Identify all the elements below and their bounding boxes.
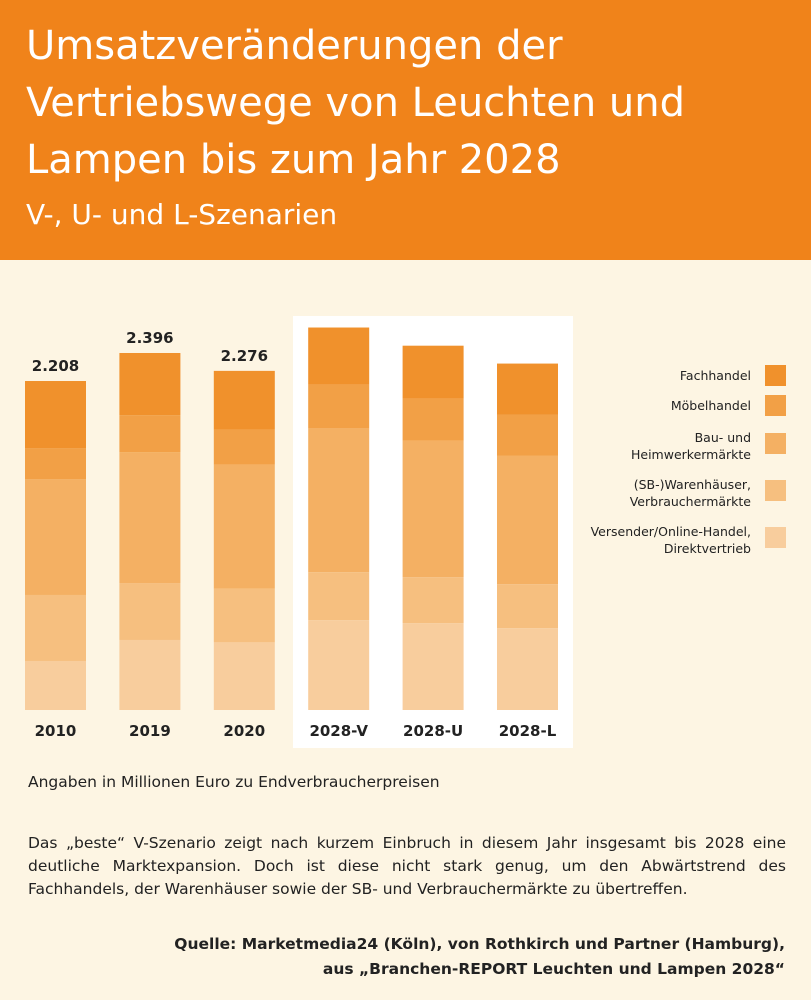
unit-note: Angaben in Millionen Euro zu Endverbrauc… [28,773,440,791]
header: Umsatzveränderungen der Vertriebswege vo… [0,0,811,260]
chart-title: Umsatzveränderungen der Vertriebswege vo… [26,23,685,183]
x-tick-label: 2028-U [403,722,463,740]
description: Das „beste“ V-Szenario zeigt nach kurzem… [28,834,786,898]
legend-swatch [765,433,786,454]
bar-segment [308,572,370,621]
chart-subtitle: V-, U- und L-Szenarien [26,198,338,231]
chart: 2.208 2010 2.396 2019 2.276 2020 2028-V 2028-U 2… [25,316,573,748]
bar-segment [25,448,86,480]
bar-segment [402,623,464,710]
bar-segment [213,429,275,465]
bar-segment [25,594,86,661]
bar-segment [119,639,181,710]
legend-label: Fachhandel [679,367,751,383]
x-tick-label: 2028-L [499,722,557,740]
bar-segment [308,327,370,385]
legend-label: Versender/Online-Handel, Direktvertrieb [590,524,751,556]
legend-swatch [765,527,786,548]
bar-segment [497,363,558,415]
bar-segment [402,577,464,624]
bar-segment [402,440,464,578]
legend-label: (SB-)Warenhäuser, Verbrauchermärkte [629,477,751,509]
bar-segment [119,415,181,453]
legend-label: Möbelhandel [670,397,751,413]
bar-segment [213,464,275,589]
bar-segment [119,452,181,584]
bar-segment [308,384,370,429]
bar-segment [308,428,370,573]
x-tick-label: 2028-V [309,722,368,740]
bar-segment [497,628,558,710]
total-label: 2.396 [126,329,173,347]
legend-swatch [765,480,786,501]
bar-segment [308,620,370,710]
legend-swatch [765,395,786,416]
source: Quelle: Marketmedia24 (Köln), von Rothki… [174,935,785,978]
total-label: 2.276 [221,347,268,365]
bar-segment [119,583,181,640]
bar-segment [497,414,558,456]
bar-segment [497,455,558,585]
bar-segment [213,370,275,430]
bar-segment [25,479,86,595]
bar-segment [402,398,464,441]
legend-label: Bau- und Heimwerkermärkte [630,430,751,462]
x-tick-label: 2019 [129,722,171,740]
bar-segment [25,660,86,710]
bar-segment [119,352,181,416]
bar-segment [213,642,275,710]
x-tick-label: 2010 [35,722,77,740]
bar-segment [497,584,558,629]
x-tick-label: 2020 [223,722,265,740]
total-label: 2.208 [32,357,79,375]
bar-segment [213,588,275,643]
legend-swatch [765,365,786,386]
bar-segment [402,345,464,399]
bar-segment [25,381,86,449]
